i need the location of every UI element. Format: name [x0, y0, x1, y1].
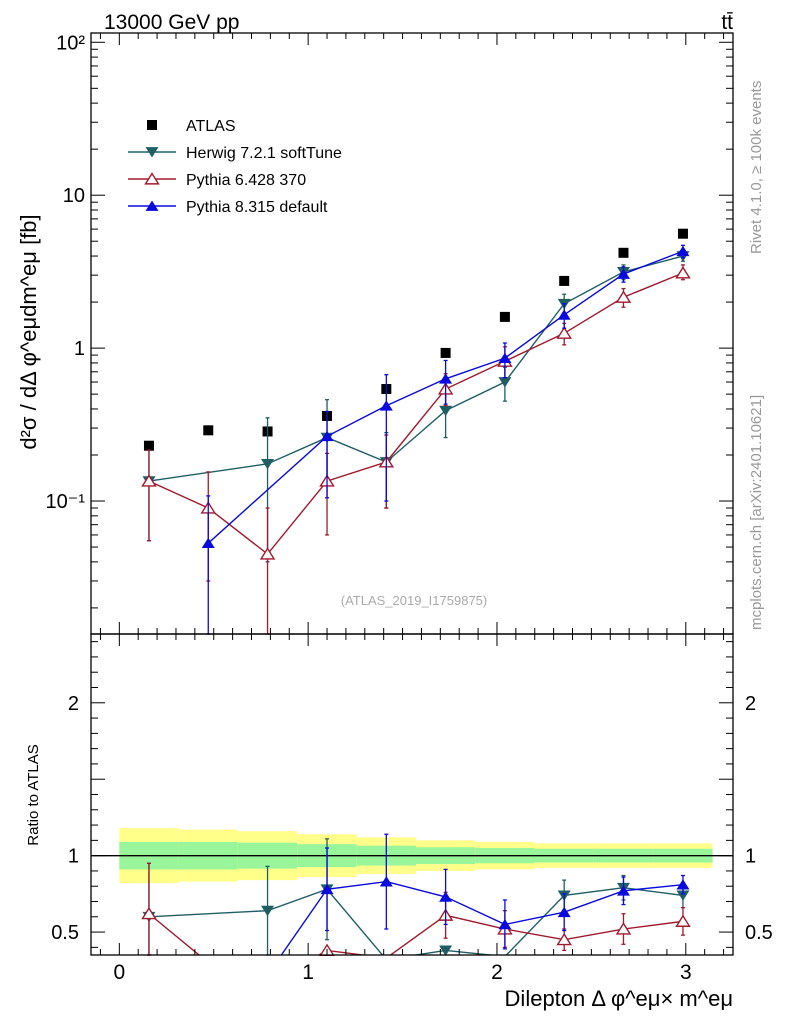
atlas-data-point	[559, 275, 570, 286]
y-tick-label: 10⁻¹	[46, 491, 86, 513]
pythia-8-315-default-ratio-point	[616, 885, 630, 896]
pythia-8-315-default-point	[498, 352, 512, 363]
pythia-8-315-default-ratio-point	[498, 918, 512, 930]
pythia-6-428-370-point	[556, 326, 572, 339]
ratio-y-tick-label: 2	[68, 693, 79, 715]
mcplots-url-label: mcplots.cern.ch [arXiv:2401.10621]	[748, 395, 765, 630]
legend-label-pythia-8-315-default: Pythia 8.315 default	[186, 199, 328, 216]
rivet-version-label: Rivet 4.1.0, ≥ 100k events	[748, 81, 765, 254]
x-axis-title: Dilepton Δ φ^eμ× m^eμ	[505, 986, 733, 1011]
legend-marker-pythia-8-315-default	[145, 200, 159, 211]
pythia-8-315-default-ratio-point	[379, 876, 393, 887]
legend: ATLAS Herwig 7.2.1 softTune Pythia 6.428 3…	[128, 118, 342, 216]
pythia-8-315-default-point	[439, 373, 453, 384]
atlas-data-point	[677, 228, 688, 239]
pythia-8-315-default-ratio-point	[439, 891, 453, 902]
pythia-8-315-default-point	[616, 268, 630, 279]
pythia-8-315-default-ratio-point	[320, 883, 334, 895]
pythia-8-315-default-point	[676, 245, 690, 257]
ratio-y-tick-label-right: 0.5	[745, 922, 773, 944]
pythia-6-428-370-point	[675, 266, 691, 279]
pythia-8-315-default-point	[201, 537, 215, 549]
y-tick-label: 1	[74, 338, 85, 360]
y-axis-title: d²σ / dΔ φ^eμdm^eμ [fb]	[16, 214, 41, 449]
pythia-6-428-370-ratio-line	[148, 913, 684, 955]
pythia-6-428-370-ratio-point	[141, 906, 157, 920]
herwig-7-2-1-softtune-ratio-point	[439, 945, 453, 956]
herwig-7-2-1-softtune-point	[261, 458, 275, 470]
ratio-panel-frame	[90, 633, 734, 956]
pythia-6-428-370-ratio-point	[556, 932, 572, 946]
ratio-y-axis-title: Ratio to ATLAS	[25, 744, 42, 845]
legend-label-pythia-6-428-370: Pythia 6.428 370	[186, 172, 306, 189]
x-tick-label: 0	[113, 961, 125, 984]
legend-label-atlas: ATLAS	[186, 118, 236, 135]
pythia-8-315-default-line	[207, 250, 684, 544]
analysis-id-watermark: (ATLAS_2019_I1759875)	[341, 593, 487, 608]
atlas-data-point	[440, 347, 451, 358]
pythia-6-428-370-ratio-point	[675, 914, 691, 927]
header-energy: 13000 GeV pp	[104, 11, 239, 34]
y-tick-label: 10²	[56, 32, 85, 54]
atlas-data-point	[203, 425, 214, 436]
herwig-7-2-1-softtune-line	[148, 255, 684, 482]
pythia-8-315-default-point	[379, 400, 393, 411]
x-tick-label: 2	[491, 961, 503, 984]
header-process: tt̄	[721, 11, 733, 34]
legend-marker-atlas	[147, 120, 157, 130]
ratio-y-tick-label: 0.5	[51, 922, 79, 944]
herwig-7-2-1-softtune-point	[498, 377, 512, 388]
legend-marker-herwig-7-2-1-softtune	[145, 147, 159, 158]
legend-label-herwig-7-2-1-softtune: Herwig 7.2.1 softTune	[186, 145, 342, 162]
x-tick-label: 3	[680, 961, 692, 984]
y-tick-label: 10	[63, 185, 85, 207]
pythia-8-315-default-ratio-point	[557, 906, 571, 918]
pythia-6-428-370-ratio-point	[615, 922, 632, 935]
ratio-y-tick-label-right: 2	[745, 693, 756, 715]
legend-marker-pythia-6-428-370	[144, 172, 160, 185]
herwig-7-2-1-softtune-ratio-point	[676, 890, 690, 901]
pythia-8-315-default-point	[320, 430, 334, 442]
atlas-data-point	[143, 440, 154, 451]
pythia-6-428-370-point	[615, 290, 632, 303]
x-tick-label: 1	[302, 961, 314, 984]
pythia-6-428-370-line	[148, 272, 684, 556]
atlas-data-point	[618, 247, 629, 258]
pythia-8-315-default-ratio-point	[676, 879, 690, 890]
ratio-y-tick-label: 1	[68, 846, 79, 868]
atlas-data-point	[499, 311, 510, 322]
herwig-7-2-1-softtune-ratio-point	[261, 905, 275, 917]
pythia-8-315-default-ratio-line	[280, 880, 684, 955]
herwig-7-2-1-softtune-point	[439, 405, 453, 417]
pythia-8-315-default-point	[557, 309, 571, 320]
pythia-6-428-370-point	[259, 547, 276, 560]
pythia-6-428-370-point	[141, 474, 157, 487]
ratio-y-tick-label-right: 1	[745, 846, 756, 868]
